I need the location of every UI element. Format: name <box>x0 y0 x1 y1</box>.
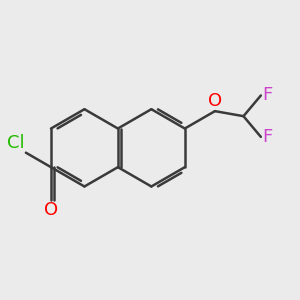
Text: F: F <box>263 86 273 104</box>
Text: Cl: Cl <box>7 134 25 152</box>
Text: F: F <box>263 128 273 146</box>
Text: O: O <box>44 201 58 219</box>
Text: O: O <box>208 92 222 110</box>
